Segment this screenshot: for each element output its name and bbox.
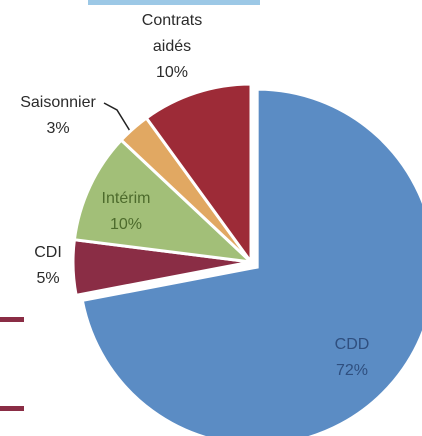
slice-label: CDD 72%	[322, 332, 382, 384]
slice-percent: 72%	[335, 362, 369, 379]
slice-name: Contrats aidés	[141, 12, 203, 55]
slice-name: CDI	[34, 244, 62, 261]
slice-percent: 5%	[36, 270, 60, 287]
cropped-legend-key	[0, 317, 24, 322]
slice-name: CDD	[334, 336, 370, 353]
slice-percent: 10%	[155, 64, 189, 81]
slice-name: Intérim	[101, 190, 151, 207]
slice-label: Intérim 10%	[91, 186, 161, 238]
leader-line	[103, 102, 131, 132]
slice-label: CDI 5%	[18, 240, 78, 292]
pie-slice	[80, 87, 422, 436]
pie-slice	[144, 82, 253, 267]
cropped-legend-key	[0, 406, 24, 411]
cropped-header-bar	[88, 0, 260, 5]
slice-percent: 10%	[109, 216, 143, 233]
slice-label: Contrats aidés 10%	[136, 8, 208, 86]
slice-label: Saisonnier 3%	[13, 90, 103, 142]
slice-name: Saisonnier	[20, 94, 96, 111]
slice-percent: 3%	[46, 120, 70, 137]
pie-slice	[72, 138, 256, 265]
